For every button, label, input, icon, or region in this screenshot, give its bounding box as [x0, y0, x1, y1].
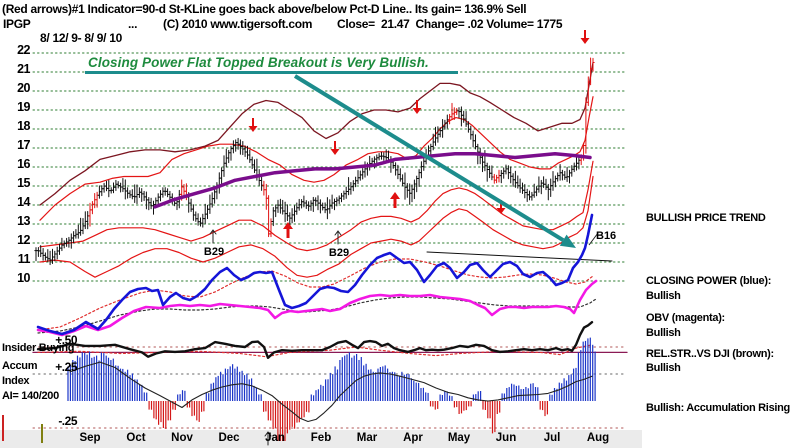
trend-status-label: Bullish: [646, 362, 681, 374]
buy-signal-label: B29: [328, 247, 350, 259]
trend-status-label: CLOSING POWER (blue):: [646, 275, 772, 287]
bottom-axis-label: +.25: [55, 360, 77, 374]
month-axis-label: Mar: [356, 432, 378, 444]
month-axis-label: Jun: [495, 432, 517, 444]
copyright-notice: (C) 2010 www.tigersoft.com: [163, 17, 313, 31]
ai-ratio-label: AI= 140/200: [2, 390, 59, 402]
month-axis-label: Nov: [171, 432, 193, 444]
price-axis-label: 13: [17, 214, 30, 228]
ticker-symbol: IPGP: [3, 17, 31, 31]
date-range: 8/ 12/ 9- 8/ 9/ 10: [40, 31, 122, 45]
price-axis-label: 20: [17, 81, 30, 95]
trend-status-label: OBV (magenta):: [646, 312, 725, 324]
bottom-axis-label: -.25: [58, 414, 77, 428]
price-axis-label: 10: [17, 271, 30, 285]
month-axis-label: Dec: [218, 432, 240, 444]
price-axis-label: 11: [17, 252, 31, 266]
trend-status-label: REL.STR..VS DJI (brown):: [646, 348, 774, 360]
price-axis-label: 15: [17, 176, 30, 190]
trend-status-label: Bullish: Accumulation Rising: [646, 402, 790, 414]
month-axis-label: Aug: [586, 432, 610, 444]
buy-signal-label: B16: [596, 230, 617, 242]
price-axis-label: 18: [17, 119, 30, 133]
header-ellipsis: ...: [128, 17, 138, 31]
price-axis-label: 19: [17, 100, 30, 114]
trend-status-label: BULLISH PRICE TREND: [646, 212, 766, 224]
month-axis-label: Apr: [403, 432, 423, 444]
trend-status-label: Bullish: [646, 327, 681, 339]
buy-signal-label: B29: [203, 246, 225, 258]
price-axis-label: 21: [17, 62, 30, 76]
price-axis-label: 22: [17, 43, 30, 57]
month-axis-label: Jul: [543, 432, 561, 444]
indicator-title: (Red arrows)#1 Indicator=90-d St-KLine g…: [2, 2, 527, 16]
index-label: Index: [2, 375, 30, 387]
bottom-axis-label: +.50: [55, 333, 77, 347]
price-axis-label: 12: [17, 233, 30, 247]
month-axis-label: Feb: [310, 432, 332, 444]
month-axis-label: Sep: [79, 432, 101, 444]
price-axis-label: 17: [17, 138, 30, 152]
month-axis-label: Jan: [265, 432, 285, 444]
quote-summary: Close= 21.47 Change= .02 Volume= 1775: [337, 17, 563, 31]
accum-label: Accum: [2, 360, 38, 372]
month-axis-label: Oct: [126, 432, 146, 444]
month-axis-label: May: [447, 432, 471, 444]
price-axis-label: 16: [17, 157, 30, 171]
price-axis-label: 14: [17, 195, 30, 209]
trend-status-label: Bullish: [646, 290, 681, 302]
breakout-annotation: Closing Power Flat Topped Breakout is Ve…: [88, 55, 429, 70]
insider-buying-label: Insider Buying: [2, 342, 75, 354]
